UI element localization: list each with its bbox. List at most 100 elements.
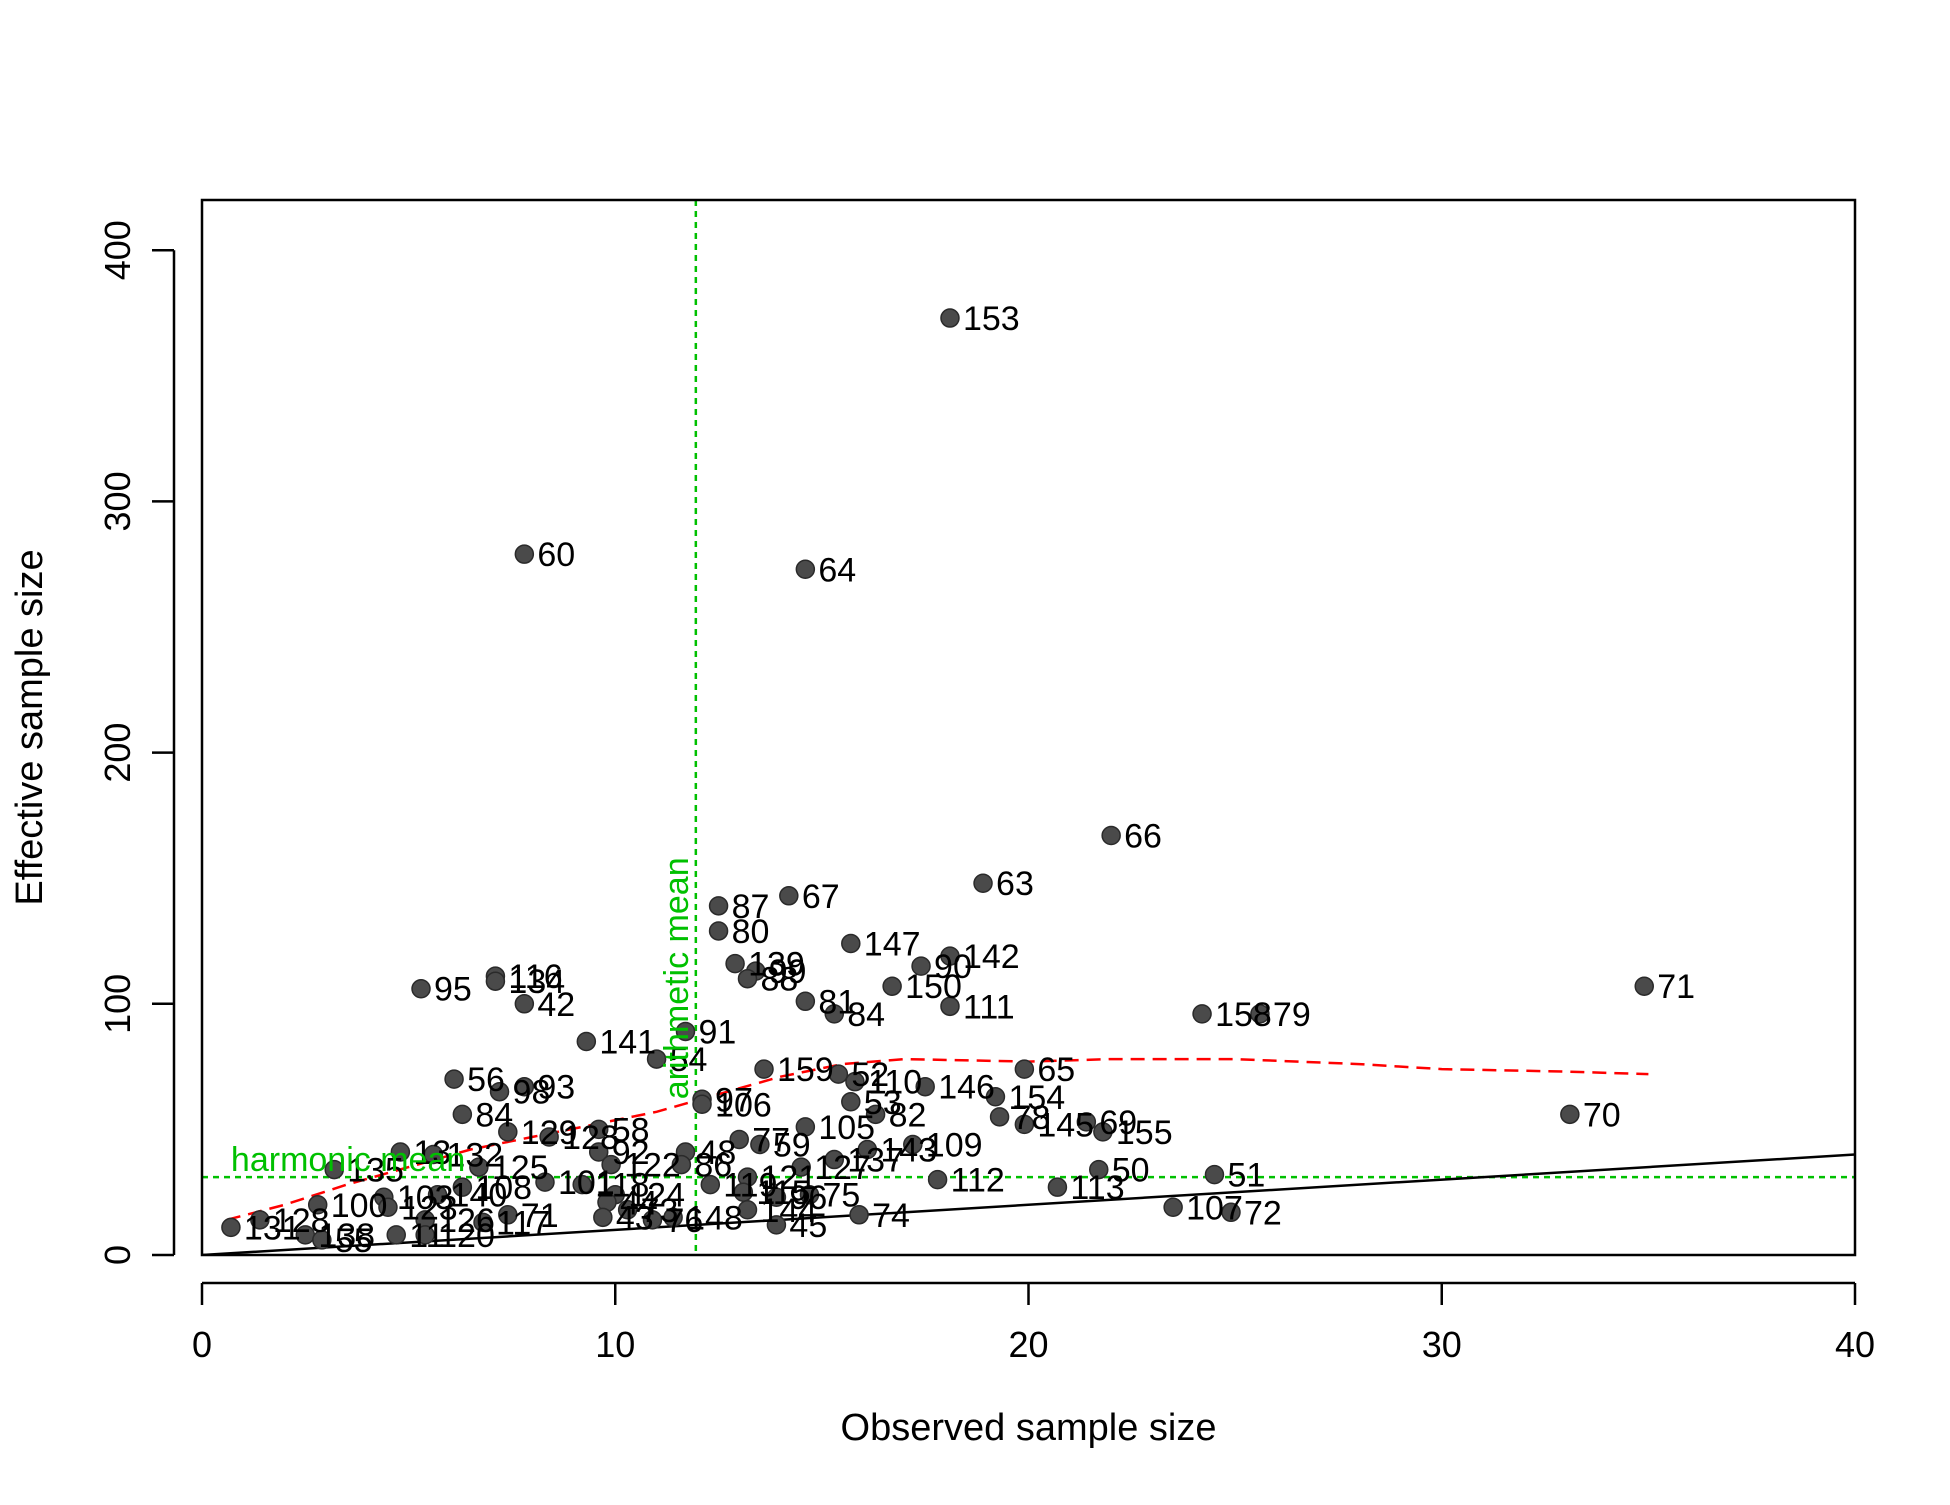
point-label: 56 xyxy=(467,1061,505,1099)
point-label: 107 xyxy=(1186,1189,1243,1227)
data-point xyxy=(729,1129,749,1150)
smooth-trend-line xyxy=(226,1057,1649,1222)
data-point xyxy=(535,1172,555,1192)
x-axis-title: Observed sample size xyxy=(841,1407,1217,1449)
data-point xyxy=(940,308,960,328)
y-axis-title: Effective sample size xyxy=(9,549,51,905)
point-label: 64 xyxy=(818,551,856,589)
data-point xyxy=(973,873,993,893)
point-label: 44 xyxy=(620,1184,658,1222)
point-label: 77 xyxy=(752,1121,790,1159)
point-label: 119 xyxy=(723,1167,777,1205)
data-point xyxy=(1634,976,1654,996)
data-point xyxy=(828,1064,849,1084)
point-label: 154 xyxy=(1008,1079,1065,1117)
point-label: 116 xyxy=(508,958,562,996)
point-label: 145 xyxy=(1037,1106,1094,1144)
point-label: 153 xyxy=(963,300,1020,338)
point-label: 45 xyxy=(789,1207,827,1245)
data-point xyxy=(452,1177,473,1197)
data-point xyxy=(1192,1004,1212,1024)
data-point xyxy=(444,1069,464,1089)
y-tick-label: 200 xyxy=(97,723,138,783)
data-point xyxy=(572,1174,592,1195)
point-label: 13 xyxy=(413,1134,451,1172)
point-label: 117 xyxy=(496,1204,550,1242)
point-label: 59 xyxy=(773,1126,811,1164)
point-label: 55 xyxy=(335,1222,373,1260)
data-point xyxy=(390,1142,411,1162)
point-label: 128 xyxy=(562,1119,619,1157)
point-label: 70 xyxy=(1583,1096,1621,1134)
point-label: 103 xyxy=(397,1179,454,1217)
data-point xyxy=(737,968,758,989)
point-label: 140 xyxy=(451,1177,508,1215)
data-point xyxy=(588,1119,609,1140)
data-point xyxy=(795,1117,816,1137)
data-point xyxy=(750,1134,770,1155)
point-label: 11 xyxy=(409,1217,444,1255)
point-label: 101 xyxy=(558,1164,615,1202)
data-point xyxy=(857,1139,878,1160)
data-point xyxy=(915,1076,935,1097)
point-label: 81 xyxy=(818,983,856,1021)
point-label: 150 xyxy=(905,968,962,1006)
data-point xyxy=(1250,1004,1270,1024)
data-point xyxy=(940,946,960,966)
point-label: 118 xyxy=(595,1167,649,1205)
data-point xyxy=(642,1210,663,1230)
data-point xyxy=(498,1205,518,1225)
x-tick-label: 0 xyxy=(192,1324,212,1365)
data-point xyxy=(1047,1177,1068,1197)
point-label: 122 xyxy=(624,1147,681,1185)
point-label: 90 xyxy=(934,948,972,986)
data-point xyxy=(671,1154,692,1175)
point-label: 74 xyxy=(872,1197,910,1235)
data-point xyxy=(737,1200,758,1220)
data-point xyxy=(841,1092,861,1112)
point-label: 99 xyxy=(769,953,807,991)
data-point xyxy=(799,1184,820,1205)
data-point xyxy=(865,1104,886,1125)
data-point xyxy=(791,1157,811,1177)
data-point xyxy=(766,1187,787,1207)
data-point xyxy=(378,1197,398,1218)
point-label: 100 xyxy=(331,1187,388,1225)
point-label: 86 xyxy=(694,1147,732,1185)
data-point xyxy=(588,1142,609,1162)
point-label: 159 xyxy=(777,1051,834,1089)
point-label: 132 xyxy=(446,1137,503,1175)
point-label: 158 xyxy=(1215,996,1272,1034)
point-label: 105 xyxy=(818,1109,875,1147)
point-label: 127 xyxy=(814,1149,871,1187)
point-label: 52 xyxy=(851,1056,889,1094)
data-point xyxy=(646,1049,667,1069)
point-label: 67 xyxy=(802,878,840,916)
point-label: 106 xyxy=(715,1086,772,1124)
data-point xyxy=(700,1174,721,1195)
point-label: 144 xyxy=(760,1192,817,1230)
data-point xyxy=(221,1217,241,1238)
y-tick-label: 100 xyxy=(97,974,138,1034)
data-point xyxy=(498,1122,518,1142)
data-point xyxy=(514,1076,535,1097)
data-point xyxy=(386,1225,406,1245)
point-label: 78 xyxy=(1013,1099,1051,1137)
data-point xyxy=(911,956,931,976)
data-point xyxy=(1204,1164,1225,1185)
point-label: 43 xyxy=(616,1199,654,1237)
point-label: 109 xyxy=(926,1126,983,1164)
data-point xyxy=(593,1207,613,1228)
point-label: 137 xyxy=(847,1142,904,1180)
x-tick-label: 20 xyxy=(1008,1324,1048,1365)
point-label: 50 xyxy=(1112,1152,1150,1190)
data-point xyxy=(514,544,535,564)
identity-line xyxy=(202,1153,1855,1255)
point-label: 66 xyxy=(1124,818,1162,856)
data-point xyxy=(423,1144,444,1165)
y-tick-label: 0 xyxy=(97,1245,138,1265)
data-point xyxy=(725,953,745,974)
